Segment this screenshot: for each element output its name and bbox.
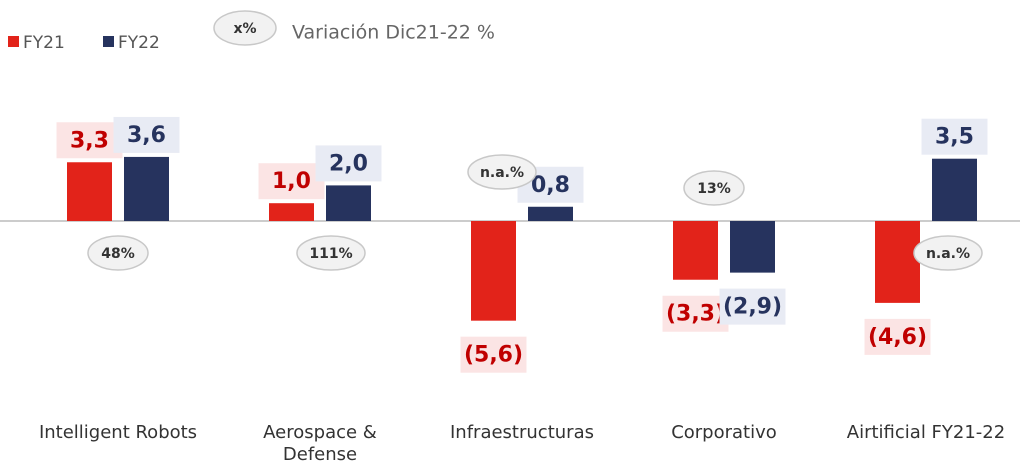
variation-badge [683,170,745,206]
variation-badge [467,154,537,190]
value-label: 1,0 [272,169,311,194]
value-label-bg [113,116,180,153]
x-tick-label: Corporativo [671,422,777,443]
value-label-bg [864,318,931,355]
variation-label: x% [233,21,256,37]
legend-label: FY22 [118,33,160,53]
bar [932,158,977,221]
value-label: (2,9) [723,295,782,320]
legend-swatch [8,36,19,47]
variation-label: n.a.% [926,246,970,262]
variation-badge [296,235,366,271]
value-label: 2,0 [329,151,368,176]
value-label: (3,3) [666,302,725,327]
variation-label: 13% [697,181,731,197]
bar [326,185,371,221]
bar [528,206,573,221]
bar [730,221,775,273]
variation-badge [913,235,983,271]
value-label: 0,8 [531,173,570,198]
value-label-bg [460,336,527,373]
value-label-bg [258,163,325,200]
variation-label: 48% [101,246,135,262]
x-tick-label: Intelligent Robots [38,422,198,443]
bar [269,203,314,221]
variation-badge [213,10,277,46]
value-label: 3,6 [127,123,166,148]
legend-label: FY21 [23,33,65,53]
variation-label: 111% [309,246,352,262]
value-label: 3,5 [935,125,974,150]
value-label: (5,6) [464,343,523,368]
value-label-bg [719,288,786,325]
value-label-bg [921,118,988,155]
legend-note: Variación Dic21-22 % [292,22,495,44]
bar [673,221,718,280]
legend-swatch [103,36,114,47]
x-tick-label: Aerospace & Defense [263,422,377,465]
x-tick-label: Infraestructuras [450,422,594,443]
bar [124,156,169,221]
variation-badge [87,235,149,271]
bar [471,221,516,321]
value-label-bg [315,145,382,182]
value-label: (4,6) [868,325,927,350]
variation-label: n.a.% [480,165,524,181]
value-label-bg [662,295,729,332]
bar [875,221,920,303]
value-label: 3,3 [70,128,109,153]
x-tick-label: Airtificial FY21-22 [846,422,1006,443]
bar [67,162,112,221]
value-label-bg [56,122,123,159]
